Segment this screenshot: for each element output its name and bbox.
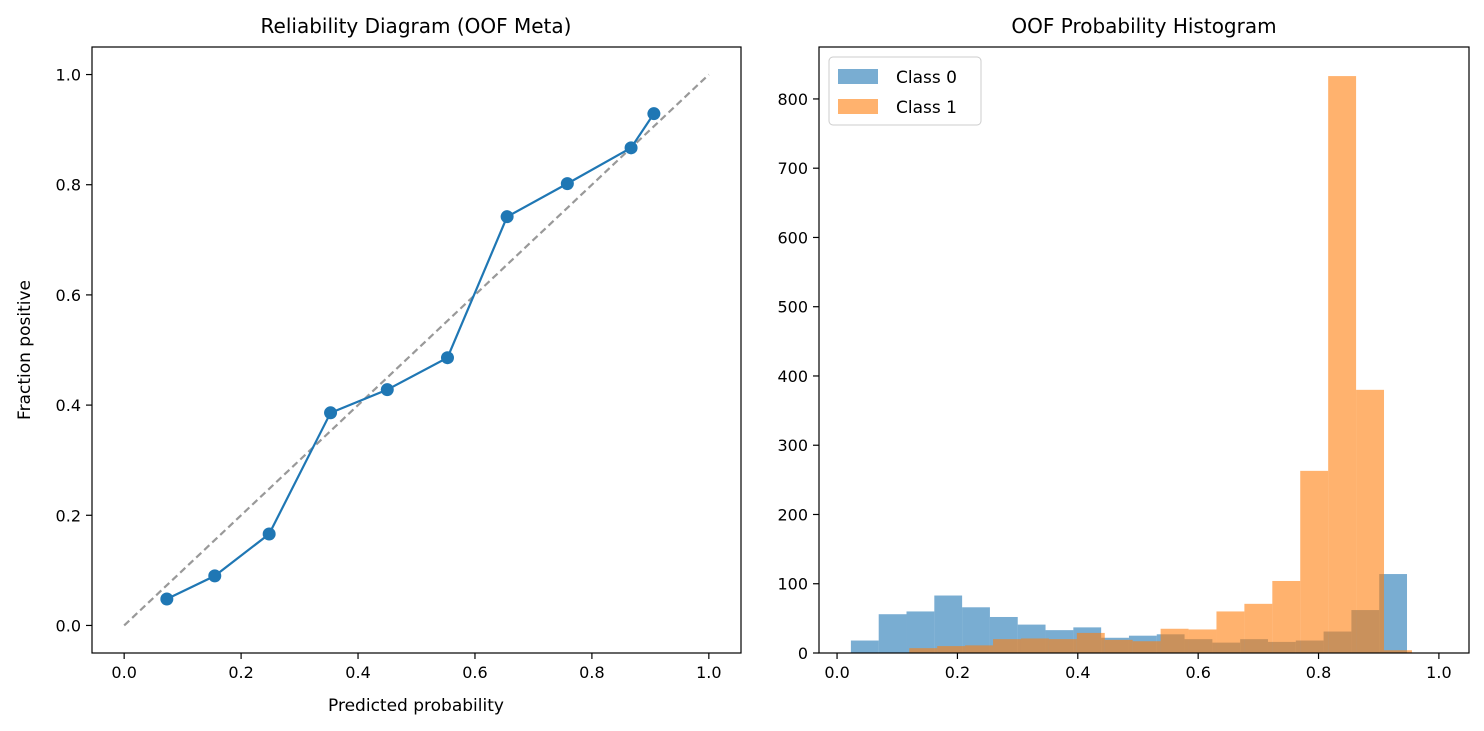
probability-histogram: OOF Probability Histogram 0.0 0.2 0.4 0.6 0.… bbox=[777, 14, 1470, 682]
x-tick-label: 0.6 bbox=[462, 663, 487, 682]
perfect-calibration-line bbox=[123, 73, 710, 627]
histogram-bar-class-1 bbox=[1020, 638, 1049, 653]
y-tick-label: 0.8 bbox=[56, 176, 81, 195]
histogram-bar-class-1 bbox=[1104, 639, 1133, 653]
calibration-point bbox=[380, 383, 394, 397]
x-tick-label: 0.0 bbox=[824, 663, 849, 682]
calibration-point bbox=[160, 592, 174, 606]
y-tick-label: 1.0 bbox=[56, 66, 81, 85]
x-tick-label: 0.4 bbox=[1065, 663, 1090, 682]
histogram-axes-frame bbox=[818, 46, 1470, 654]
y-tick-label: 500 bbox=[777, 298, 808, 317]
reliability-diagram: Reliability Diagram (OOF Meta) 0.0 0.2 0.4… bbox=[15, 14, 742, 716]
x-tick-label: 0.8 bbox=[1306, 663, 1331, 682]
y-tick-label: 0.0 bbox=[56, 616, 81, 635]
calibration-point bbox=[324, 406, 338, 420]
legend-swatch bbox=[838, 69, 878, 84]
histogram-bar-class-1 bbox=[909, 648, 938, 653]
x-tick-label: 0.0 bbox=[111, 663, 136, 682]
y-tick-label: 700 bbox=[777, 159, 808, 178]
x-tick-label: 1.0 bbox=[696, 663, 721, 682]
histogram-bar-class-1 bbox=[1328, 76, 1357, 653]
histogram-legend: Class 0 Class 1 bbox=[828, 56, 982, 126]
x-tick-label: 0.6 bbox=[1185, 663, 1210, 682]
histogram-bar-class-1 bbox=[1272, 580, 1301, 653]
reliability-axes-frame bbox=[91, 46, 742, 654]
reliability-xlabel: Predicted probability bbox=[328, 696, 504, 716]
histogram-bar-class-1 bbox=[1216, 611, 1245, 653]
calibration-point bbox=[262, 527, 276, 541]
legend-swatch bbox=[838, 99, 878, 114]
histogram-bar-class-0 bbox=[850, 640, 879, 653]
y-tick-label: 400 bbox=[777, 367, 808, 386]
histogram-bar-class-0 bbox=[934, 595, 963, 653]
histogram-bar-class-1 bbox=[1048, 639, 1077, 653]
histogram-title: OOF Probability Histogram bbox=[1011, 14, 1276, 38]
y-tick-label: 300 bbox=[777, 436, 808, 455]
x-tick-label: 0.2 bbox=[945, 663, 970, 682]
y-tick-label: 0 bbox=[798, 644, 808, 663]
calibration-point bbox=[647, 107, 661, 121]
calibration-line bbox=[166, 113, 655, 601]
histogram-bar-class-1 bbox=[1188, 629, 1217, 653]
histogram-bar-class-1 bbox=[1132, 641, 1161, 653]
histogram-bar-class-0 bbox=[906, 611, 935, 653]
y-tick-label: 0.2 bbox=[56, 506, 81, 525]
calibration-point bbox=[624, 141, 638, 155]
x-tick-label: 0.4 bbox=[345, 663, 370, 682]
x-tick-label: 0.2 bbox=[228, 663, 253, 682]
reliability-title: Reliability Diagram (OOF Meta) bbox=[261, 14, 572, 38]
y-tick-label: 100 bbox=[777, 575, 808, 594]
reliability-ylabel: Fraction positive bbox=[15, 280, 35, 420]
y-tick-label: 0.6 bbox=[56, 286, 81, 305]
y-tick-label: 0.4 bbox=[56, 396, 81, 415]
y-tick-label: 200 bbox=[777, 505, 808, 524]
histogram-bar-class-1 bbox=[1076, 632, 1105, 653]
histogram-bar-class-1 bbox=[1244, 603, 1273, 653]
y-tick-label: 800 bbox=[777, 90, 808, 109]
calibration-point bbox=[560, 177, 574, 191]
legend-label: Class 1 bbox=[896, 98, 957, 118]
histogram-bar-class-1 bbox=[993, 639, 1021, 653]
x-tick-label: 0.8 bbox=[579, 663, 604, 682]
x-tick-label: 1.0 bbox=[1426, 663, 1451, 682]
histogram-bar-class-1 bbox=[1160, 628, 1189, 653]
histogram-bar-class-0 bbox=[878, 614, 907, 653]
calibration-point bbox=[440, 351, 454, 365]
histogram-bar-class-1 bbox=[965, 645, 994, 653]
calibration-point bbox=[208, 569, 222, 583]
legend-label: Class 0 bbox=[896, 68, 957, 88]
histogram-bar-class-1 bbox=[1356, 389, 1385, 653]
histogram-bar-class-1 bbox=[1384, 650, 1412, 653]
calibration-point bbox=[500, 210, 514, 224]
histogram-bar-class-1 bbox=[937, 646, 966, 653]
y-tick-label: 600 bbox=[777, 228, 808, 247]
histogram-bar-class-1 bbox=[1300, 470, 1329, 653]
